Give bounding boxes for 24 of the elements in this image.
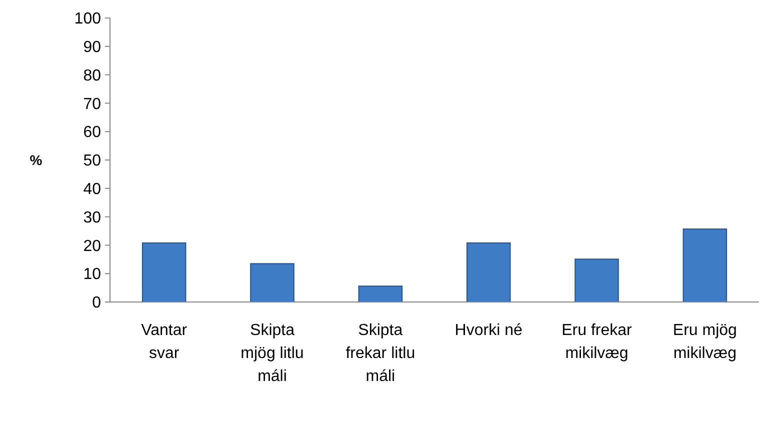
- bar: [250, 263, 294, 302]
- bar: [466, 242, 511, 302]
- x-tick-label: Eru frekar mikilvæg: [562, 322, 633, 362]
- y-tick-label: 70: [83, 96, 102, 113]
- y-axis-title: %: [30, 152, 43, 168]
- bar: [574, 258, 619, 302]
- x-tick-label: Vantar svar: [141, 322, 188, 362]
- y-tick-label: 30: [83, 209, 102, 226]
- x-tick-label: Skipta frekar litlu máli: [346, 322, 416, 385]
- y-tick-label: 40: [83, 181, 102, 198]
- bar: [142, 242, 186, 302]
- bar: [682, 228, 728, 302]
- y-tick-label: 90: [83, 39, 102, 56]
- y-tick-label: 10: [83, 266, 102, 284]
- x-tick-label: Hvorki né: [454, 322, 522, 339]
- bar: [358, 286, 403, 302]
- y-tick-label: 0: [92, 294, 102, 312]
- y-tick-label: 100: [74, 10, 102, 28]
- x-tick-label: Eru mjög mikilvæg: [672, 322, 737, 362]
- y-tick-label: 50: [83, 152, 102, 170]
- y-tick-label: 20: [83, 238, 102, 255]
- y-tick-label: 60: [83, 124, 102, 142]
- y-tick-label: 80: [83, 67, 102, 84]
- x-tick-label: Skipta mjög litlu máli: [240, 322, 304, 385]
